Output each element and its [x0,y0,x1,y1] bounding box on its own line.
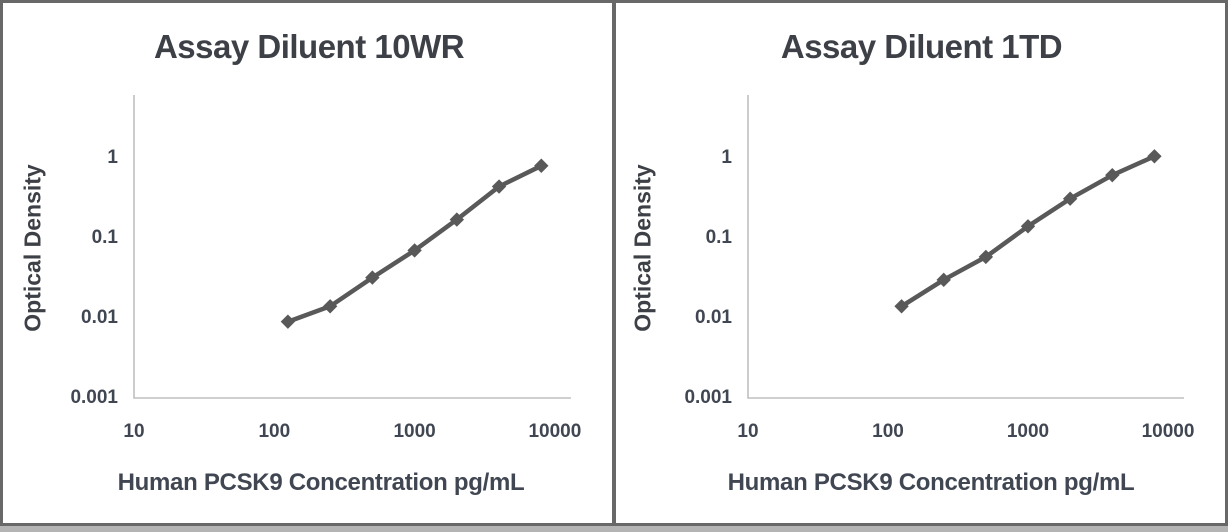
data-point-marker [365,270,380,285]
y-tick-label: 0.01 [695,307,732,328]
chart-title: Assay Diluent 10WR [153,28,465,65]
x-tick-label: 100 [258,421,291,442]
data-point-marker [322,299,338,314]
plot-area [133,95,571,399]
x-tick-label: 10000 [528,421,582,442]
bottom-strip [0,526,1228,532]
y-tick-label: 1 [107,147,118,168]
y-tick-label: 0.01 [81,307,118,328]
x-tick-label: 1000 [1006,421,1050,442]
x-tick-label: 100 [872,421,904,442]
y-tick-label: 0.001 [70,387,118,408]
y-tick-label: 0.1 [91,227,118,248]
x-tick-label: 10 [737,421,759,442]
data-point-marker [407,243,422,258]
x-tick-label: 10000 [1141,421,1195,442]
data-point-marker [534,158,549,173]
panel-divider [612,3,616,529]
x-tick-label: 10 [123,421,145,442]
data-point-marker [1020,219,1036,234]
y-tick-label: 1 [721,147,732,168]
data-point-marker [1105,167,1120,183]
chart-title: Assay Diluent 1TD [780,28,1063,65]
axis-lines [747,95,1184,399]
data-point-marker [280,314,296,329]
x-tick-label: 1000 [393,421,436,442]
x-axis-title: Human PCSK9 Concentration pg/mL [727,469,1135,496]
x-axis-title: Human PCSK9 Concentration pg/mL [117,469,525,496]
plot-area [747,95,1184,399]
chart-panel-10wr: Assay Diluent 10WR Optical Density Human… [6,6,612,526]
data-point-marker [491,179,507,194]
data-point-marker [894,299,909,314]
data-point-marker [1147,149,1162,164]
chart-panel-1td: Assay Diluent 1TD Optical Density Human … [616,6,1227,526]
y-tick-label: 0.1 [705,227,732,248]
data-point-marker [449,212,465,227]
y-tick-label: 0.001 [684,387,732,408]
axis-lines [133,95,571,399]
